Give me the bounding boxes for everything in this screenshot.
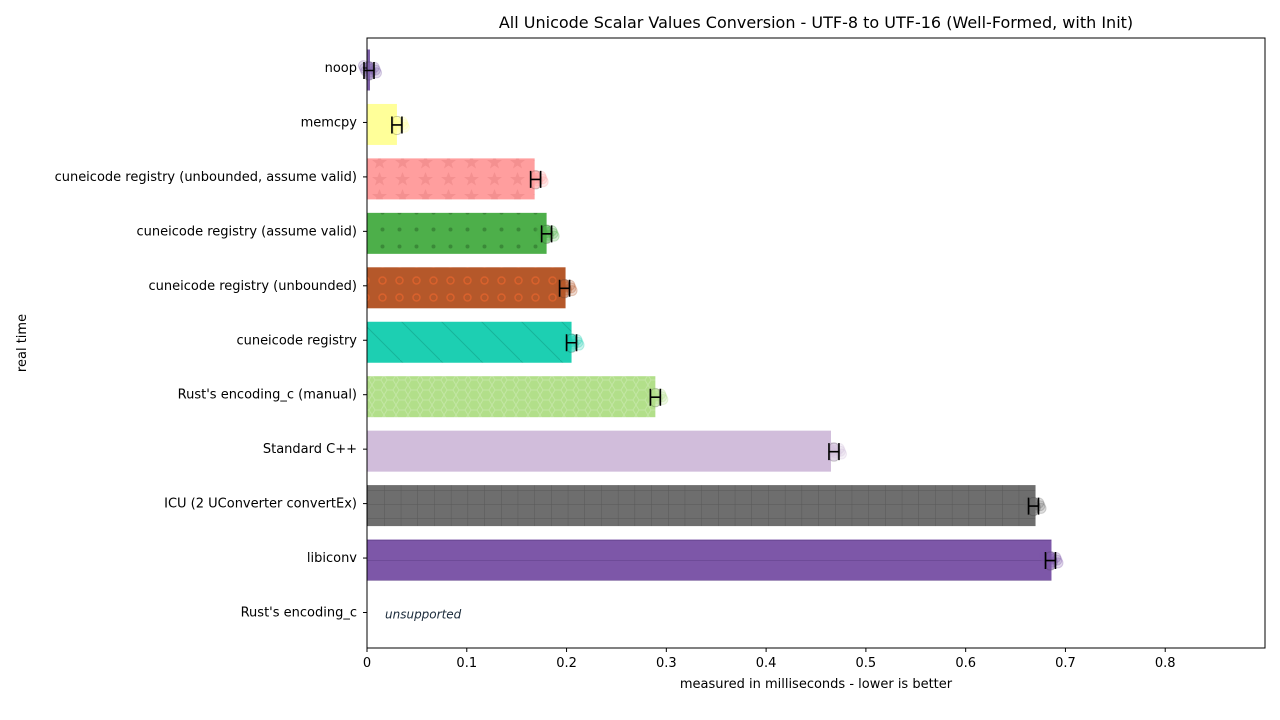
plot-area: unsupported xyxy=(357,49,1064,622)
y-tick-label: cuneicode registry (unbounded, assume va… xyxy=(55,170,357,185)
x-tick-label: 0.2 xyxy=(556,656,577,671)
y-axis-label: real time xyxy=(15,314,30,372)
bar-cuneicode-registry-unbounded xyxy=(367,267,566,309)
error-marker-cuneicode-registry-assume-valid xyxy=(535,223,560,244)
x-axis: 0 0.1 0.2 0.3 0.4 0.5 0.6 0.7 0.8 xyxy=(363,648,1176,671)
bar-cuneicode-registry-assume-valid xyxy=(367,212,547,254)
x-tick-label: 0 xyxy=(363,656,371,671)
error-marker-cuneicode-registry-unbounded xyxy=(553,277,578,299)
y-tick-label: Rust's encoding_c xyxy=(241,606,357,621)
bar-standard-c xyxy=(367,430,831,472)
bar-cuneicode-registry-unbounded-assume-valid xyxy=(367,158,535,200)
error-marker-noop xyxy=(357,60,382,81)
error-marker-icu-2-uconverter-convertex xyxy=(1022,495,1047,517)
y-tick-label: noop xyxy=(325,61,357,76)
x-tick-label: 0.5 xyxy=(856,656,877,671)
bar-rust-s-encoding-c-manual xyxy=(367,376,656,418)
y-tick-label: ICU (2 UConverter convertEx) xyxy=(164,497,357,512)
error-marker-standard-c xyxy=(822,441,847,462)
x-tick-label: 0.3 xyxy=(656,656,677,671)
bar-cuneicode-registry xyxy=(367,321,572,363)
error-marker-memcpy xyxy=(385,114,410,135)
x-tick-label: 0.1 xyxy=(456,656,477,671)
error-marker-libiconv xyxy=(1039,550,1064,571)
y-tick-label: Rust's encoding_c (manual) xyxy=(178,388,357,403)
chart-title: All Unicode Scalar Values Conversion - U… xyxy=(499,13,1133,32)
y-tick-label: libiconv xyxy=(307,551,357,566)
error-marker-rust-s-encoding-c-manual xyxy=(644,386,669,408)
x-tick-label: 0.7 xyxy=(1055,656,1076,671)
y-tick-label: cuneicode registry (unbounded) xyxy=(149,279,358,294)
x-axis-label: measured in milliseconds - lower is bett… xyxy=(680,677,953,692)
y-tick-label: Standard C++ xyxy=(263,442,357,457)
error-marker-cuneicode-registry-unbounded-assume-valid xyxy=(524,169,549,190)
x-tick-label: 0.4 xyxy=(756,656,777,671)
annotation-unsupported: unsupported xyxy=(385,608,462,622)
error-marker-cuneicode-registry xyxy=(560,332,585,353)
y-axis: noop memcpy cuneicode registry (unbounded,… xyxy=(55,61,367,621)
y-tick-label: memcpy xyxy=(301,115,358,130)
plot-frame xyxy=(366,37,1266,649)
x-tick-label: 0.6 xyxy=(955,656,976,671)
y-tick-label: cuneicode registry (assume valid) xyxy=(136,224,357,239)
bar-icu-2-uconverter-convertex xyxy=(367,485,1036,527)
bar-libiconv xyxy=(367,539,1052,581)
x-tick-label: 0.8 xyxy=(1155,656,1176,671)
y-tick-label: cuneicode registry xyxy=(236,333,357,348)
